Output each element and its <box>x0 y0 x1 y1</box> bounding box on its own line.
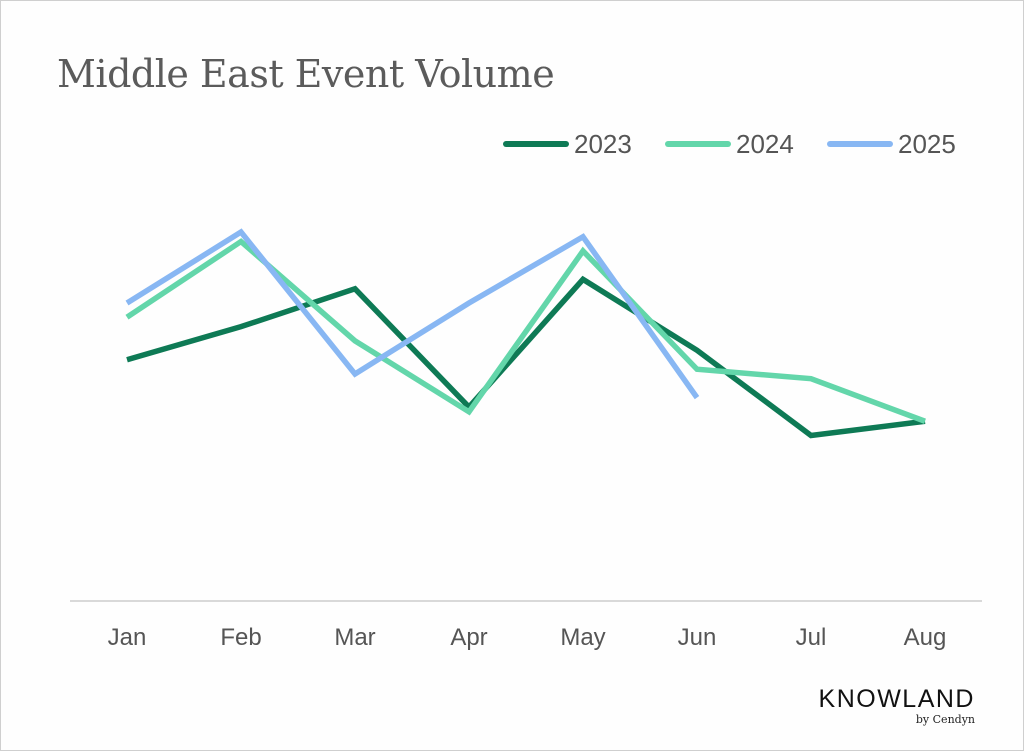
series-group <box>125 228 926 439</box>
knowland-logo: KNOWLAND by Cendyn <box>819 684 975 727</box>
legend: 2023 2024 2025 <box>503 129 956 159</box>
legend-label-2025: 2025 <box>898 129 956 159</box>
legend-label-2024: 2024 <box>736 129 794 159</box>
x-tick-label-may: May <box>560 624 605 651</box>
logo-wordmark: KNOWLAND <box>818 685 975 713</box>
logo-tagline: by Cendyn <box>915 713 975 726</box>
x-tick-labels: Jan Feb Mar Apr May Jun Jul Aug <box>108 624 947 651</box>
legend-label-2023: 2023 <box>574 129 632 159</box>
series-line-2023 <box>126 275 926 439</box>
x-tick-label-aug: Aug <box>904 624 947 651</box>
x-tick-label-apr: Apr <box>450 624 487 651</box>
x-tick-label-feb: Feb <box>220 624 261 651</box>
x-tick-label-jul: Jul <box>796 624 827 651</box>
x-tick-label-jan: Jan <box>108 624 147 651</box>
series-line-2025 <box>125 228 700 400</box>
chart-title: Middle East Event Volume <box>57 52 555 96</box>
x-tick-label-jun: Jun <box>678 624 717 651</box>
x-tick-label-mar: Mar <box>334 624 375 651</box>
